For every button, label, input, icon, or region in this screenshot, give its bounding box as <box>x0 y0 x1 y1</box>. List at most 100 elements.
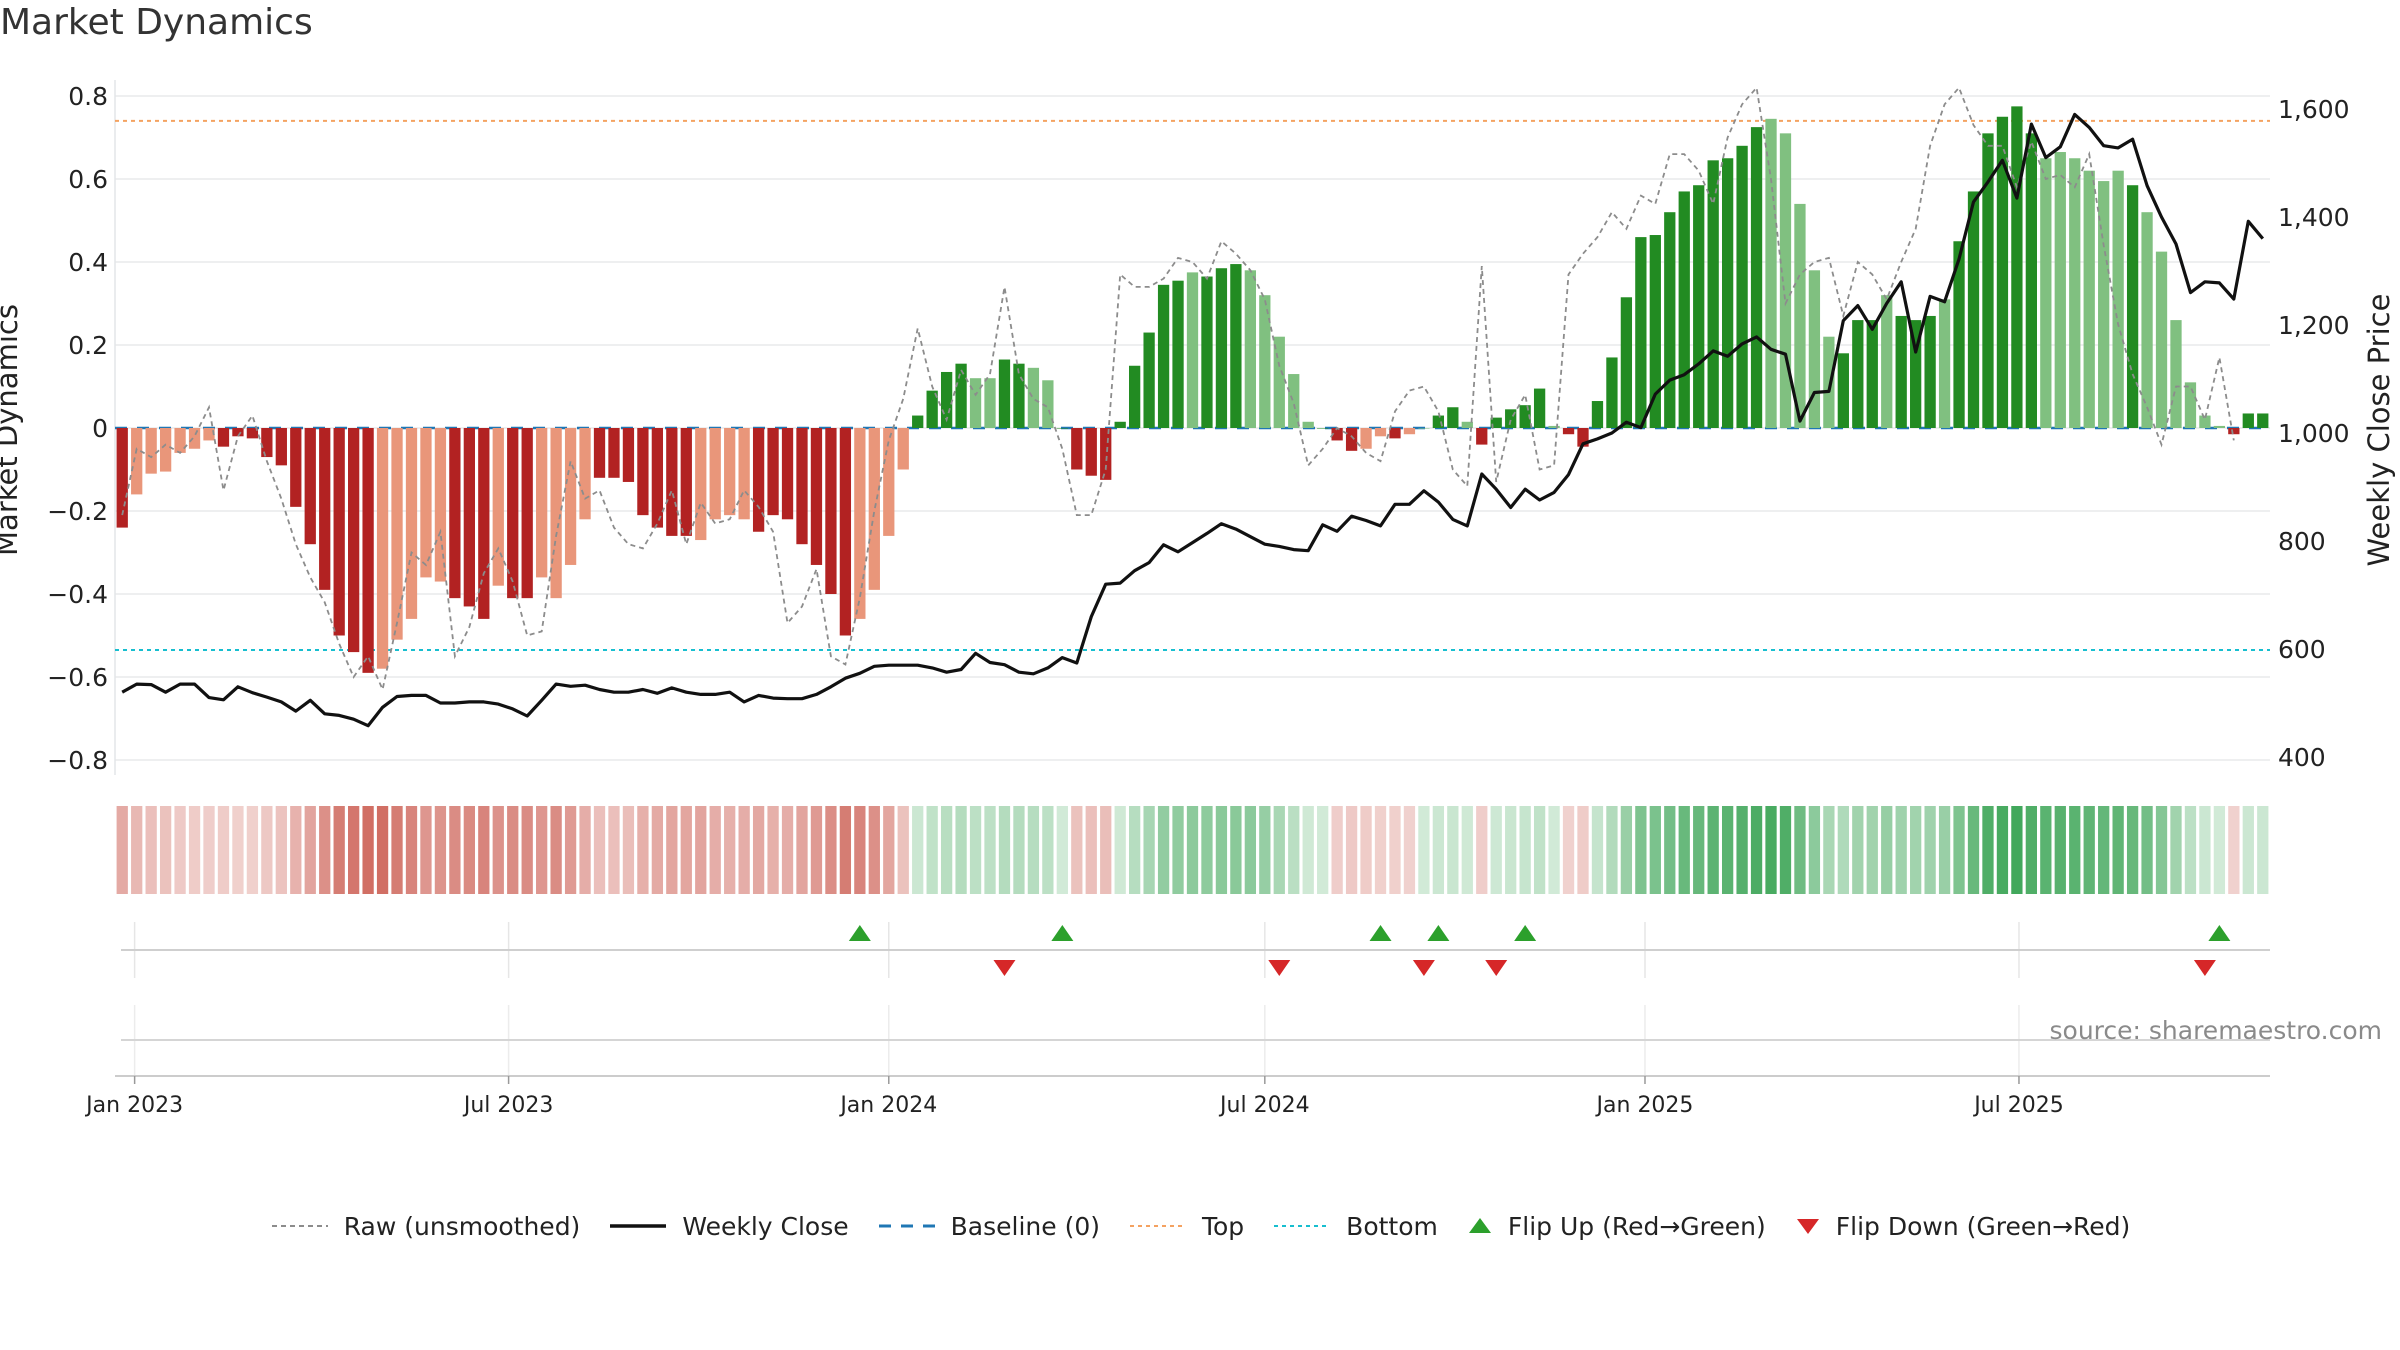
regime-cell <box>1924 806 1936 894</box>
bar <box>579 428 591 520</box>
regime-cell <box>1794 806 1806 894</box>
bar <box>1721 158 1734 428</box>
bar <box>1374 428 1387 437</box>
bar <box>1331 428 1343 441</box>
bar <box>695 428 707 541</box>
bar <box>1042 380 1054 428</box>
flip-down-marker <box>2193 960 2216 976</box>
bar <box>2011 106 2023 428</box>
regime-cell <box>1967 806 1980 894</box>
regime-cell <box>1664 806 1676 894</box>
y-left-tick-label: −0.4 <box>47 580 108 609</box>
bar <box>1447 407 1459 428</box>
legend-label: Baseline (0) <box>950 1211 1100 1241</box>
regime-cell <box>232 806 244 894</box>
bar <box>709 428 721 520</box>
bar <box>781 428 794 520</box>
regime-cell <box>290 806 302 894</box>
x-tick-label: Jan 2024 <box>838 1093 937 1118</box>
regime-cell <box>1259 806 1271 894</box>
regime-strip <box>116 806 2269 894</box>
y-right-tick-label: 1,600 <box>2278 95 2350 124</box>
bar <box>825 428 837 594</box>
legend-swatch <box>1274 1225 1331 1227</box>
flip-up-marker <box>1051 925 1074 941</box>
bar <box>1317 428 1329 429</box>
regime-cell <box>348 806 360 894</box>
legend-swatch <box>1129 1225 1186 1227</box>
bar <box>1100 428 1112 480</box>
bar <box>1794 203 1806 428</box>
regime-cell <box>1288 806 1300 894</box>
regime-cell <box>709 806 721 894</box>
legend-label: Flip Down (Green→Red) <box>1835 1211 2131 1241</box>
regime-cell <box>1461 806 1473 894</box>
regime-cell <box>608 806 620 894</box>
regime-cell <box>304 806 316 894</box>
legend-swatch <box>271 1225 328 1227</box>
y-right-tick-label: 600 <box>2278 635 2326 664</box>
regime-cell <box>781 806 794 894</box>
bar <box>1620 297 1633 428</box>
bar <box>1707 160 1719 428</box>
legend-item: Top <box>1128 1212 1244 1241</box>
bar <box>1071 428 1083 470</box>
regime-cell <box>622 806 635 894</box>
bar <box>478 428 490 619</box>
regime-cell <box>1071 806 1083 894</box>
bar <box>1591 401 1604 428</box>
bar <box>1562 428 1575 435</box>
bar <box>1577 428 1589 447</box>
bar <box>348 428 360 653</box>
regime-cell <box>1374 806 1387 894</box>
bar <box>622 428 635 482</box>
bar <box>810 428 823 565</box>
legend-swatch <box>1796 1219 1819 1234</box>
bar <box>1172 280 1184 428</box>
bar <box>362 428 374 673</box>
bar <box>2040 158 2052 428</box>
y-right-tick-label: 800 <box>2278 527 2326 556</box>
bar <box>2126 185 2139 428</box>
regime-cell <box>810 806 823 894</box>
bar <box>955 363 967 428</box>
regime-cell <box>188 806 201 894</box>
regime-cell <box>536 806 548 894</box>
legend-label: Raw (unsmoothed) <box>343 1211 581 1241</box>
bar <box>796 428 808 545</box>
close-series <box>121 112 2265 728</box>
regime-cell <box>2257 806 2269 894</box>
y-left-tick-label: 0.4 <box>68 248 108 277</box>
bar <box>651 428 664 528</box>
legend-item: Baseline (0) <box>877 1212 1100 1241</box>
regime-cell <box>145 806 157 894</box>
flip-up-marker <box>1514 925 1537 941</box>
regime-cell <box>1678 806 1690 894</box>
y-right-tick-label: 1,400 <box>2278 203 2350 232</box>
bar <box>940 371 953 428</box>
bar <box>564 428 577 565</box>
flip-panel <box>121 922 2270 978</box>
bar <box>174 428 186 453</box>
bar <box>1157 284 1170 428</box>
bar <box>1403 428 1416 435</box>
bar <box>926 390 938 428</box>
regime-cell <box>1505 806 1517 894</box>
regime-cell <box>507 806 519 894</box>
bar <box>738 428 750 520</box>
regime-cell <box>1447 806 1459 894</box>
bar <box>1519 405 1531 428</box>
regime-cell <box>246 806 259 894</box>
bar <box>984 378 996 428</box>
regime-cell <box>319 806 331 894</box>
regime-cell <box>1201 806 1213 894</box>
regime-cell <box>1360 806 1372 894</box>
bar <box>1678 191 1690 428</box>
regime-cell <box>2170 806 2182 894</box>
regime-cell <box>1114 806 1126 894</box>
legend-flip-up-icon <box>1468 1218 1491 1233</box>
bar <box>116 428 128 528</box>
y-left-tick-label: 0.2 <box>68 331 108 360</box>
regime-cell <box>1837 806 1849 894</box>
bar <box>217 428 230 447</box>
